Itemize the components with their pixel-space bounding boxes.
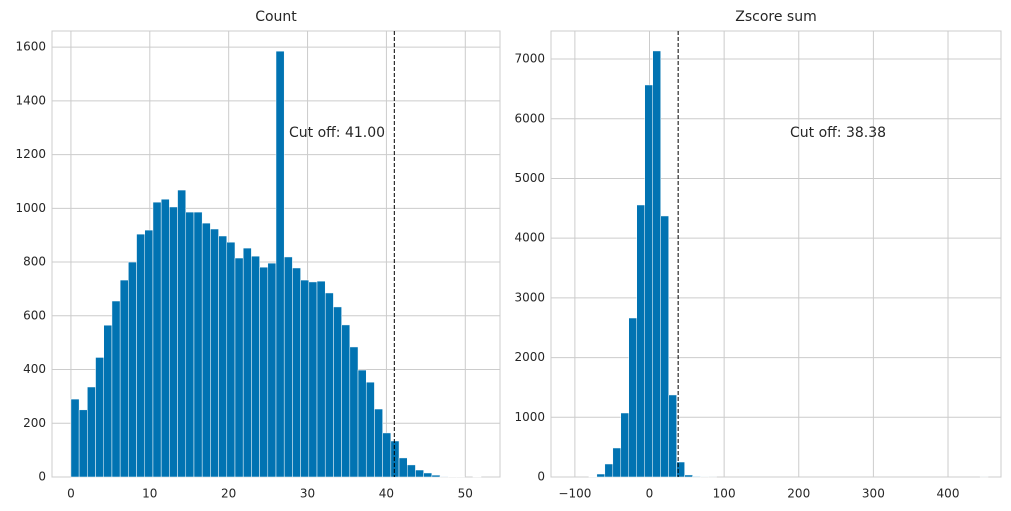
x-tick-label: 100: [713, 487, 736, 501]
bar: [226, 241, 236, 478]
bar: [423, 472, 433, 478]
y-tick-label: 1600: [15, 40, 46, 54]
y-tick-label: 3000: [514, 290, 545, 304]
bar: [119, 279, 129, 478]
y-tick-label: 2000: [514, 350, 545, 364]
bar: [357, 369, 367, 478]
y-tick-label: 200: [23, 416, 46, 430]
bar: [620, 412, 630, 478]
x-tick-label: 0: [67, 487, 75, 501]
bar: [259, 266, 269, 478]
bar: [316, 280, 326, 478]
bar: [324, 292, 334, 478]
y-tick-label: 0: [38, 470, 46, 484]
bar: [644, 84, 653, 478]
x-tick-label: 400: [937, 487, 960, 501]
bar: [152, 201, 162, 478]
bar: [382, 432, 392, 478]
x-tick-label: 20: [221, 487, 236, 501]
bar: [111, 300, 121, 478]
bar: [308, 281, 318, 478]
bar: [431, 474, 441, 478]
x-tick-label: 0: [646, 487, 654, 501]
y-tick-label: 0: [537, 470, 545, 484]
bar: [283, 256, 293, 478]
annotation: Cut off: 38.38: [790, 125, 886, 141]
y-tick-label: 1200: [15, 147, 46, 161]
bar: [234, 257, 244, 478]
bar: [684, 474, 693, 478]
y-tick-label: 800: [23, 255, 46, 269]
bar: [144, 229, 154, 478]
bar: [341, 324, 351, 478]
y-tick-label: 1000: [514, 410, 545, 424]
bar: [201, 222, 211, 478]
bar: [652, 50, 661, 478]
bar: [415, 469, 424, 478]
bar: [267, 262, 277, 478]
bar: [349, 346, 359, 478]
bar: [660, 215, 669, 478]
chart-title: Zscore sum: [735, 9, 816, 25]
bar: [596, 473, 606, 478]
x-tick-label: −100: [558, 487, 591, 501]
y-tick-label: 5000: [514, 171, 545, 185]
y-tick-label: 6000: [514, 111, 545, 125]
bar: [136, 233, 146, 478]
y-tick-label: 1000: [15, 201, 46, 215]
bar: [251, 255, 260, 478]
x-tick-label: 300: [862, 487, 885, 501]
bar: [676, 461, 685, 478]
annotation: Cut off: 41.00: [289, 125, 385, 141]
bar: [692, 476, 701, 478]
bar: [628, 317, 637, 478]
bar: [177, 189, 187, 478]
bar: [333, 306, 342, 478]
bar: [275, 50, 285, 478]
bar: [87, 386, 96, 478]
x-tick-label: 40: [379, 487, 394, 501]
bar: [604, 463, 614, 478]
bar: [668, 394, 677, 478]
bar: [612, 447, 622, 478]
y-tick-label: 4000: [514, 231, 545, 245]
bar: [439, 476, 449, 478]
bar: [390, 440, 400, 478]
bar: [95, 357, 104, 478]
bar: [160, 198, 170, 478]
y-tick-label: 1400: [15, 93, 46, 107]
x-tick-label: 50: [458, 487, 473, 501]
bar: [169, 206, 178, 478]
bar: [210, 228, 219, 478]
bar: [70, 398, 80, 478]
bar: [636, 204, 645, 478]
bar: [365, 381, 375, 478]
y-tick-label: 600: [23, 308, 46, 322]
bar: [103, 324, 113, 478]
bar: [292, 267, 301, 478]
bar: [374, 408, 383, 478]
bar: [300, 279, 310, 478]
x-tick-label: 200: [787, 487, 810, 501]
bar: [128, 261, 137, 478]
x-tick-label: 30: [300, 487, 315, 501]
bar: [218, 235, 228, 478]
bar: [398, 457, 408, 478]
y-tick-label: 7000: [514, 52, 545, 66]
bar: [406, 464, 416, 478]
y-tick-label: 400: [23, 362, 46, 376]
bar: [78, 409, 88, 478]
x-tick-label: 10: [142, 487, 157, 501]
bar: [242, 247, 252, 478]
bar: [193, 211, 203, 478]
plot-area: [550, 30, 1002, 478]
bar: [185, 211, 195, 478]
chart-title: Count: [255, 9, 297, 25]
